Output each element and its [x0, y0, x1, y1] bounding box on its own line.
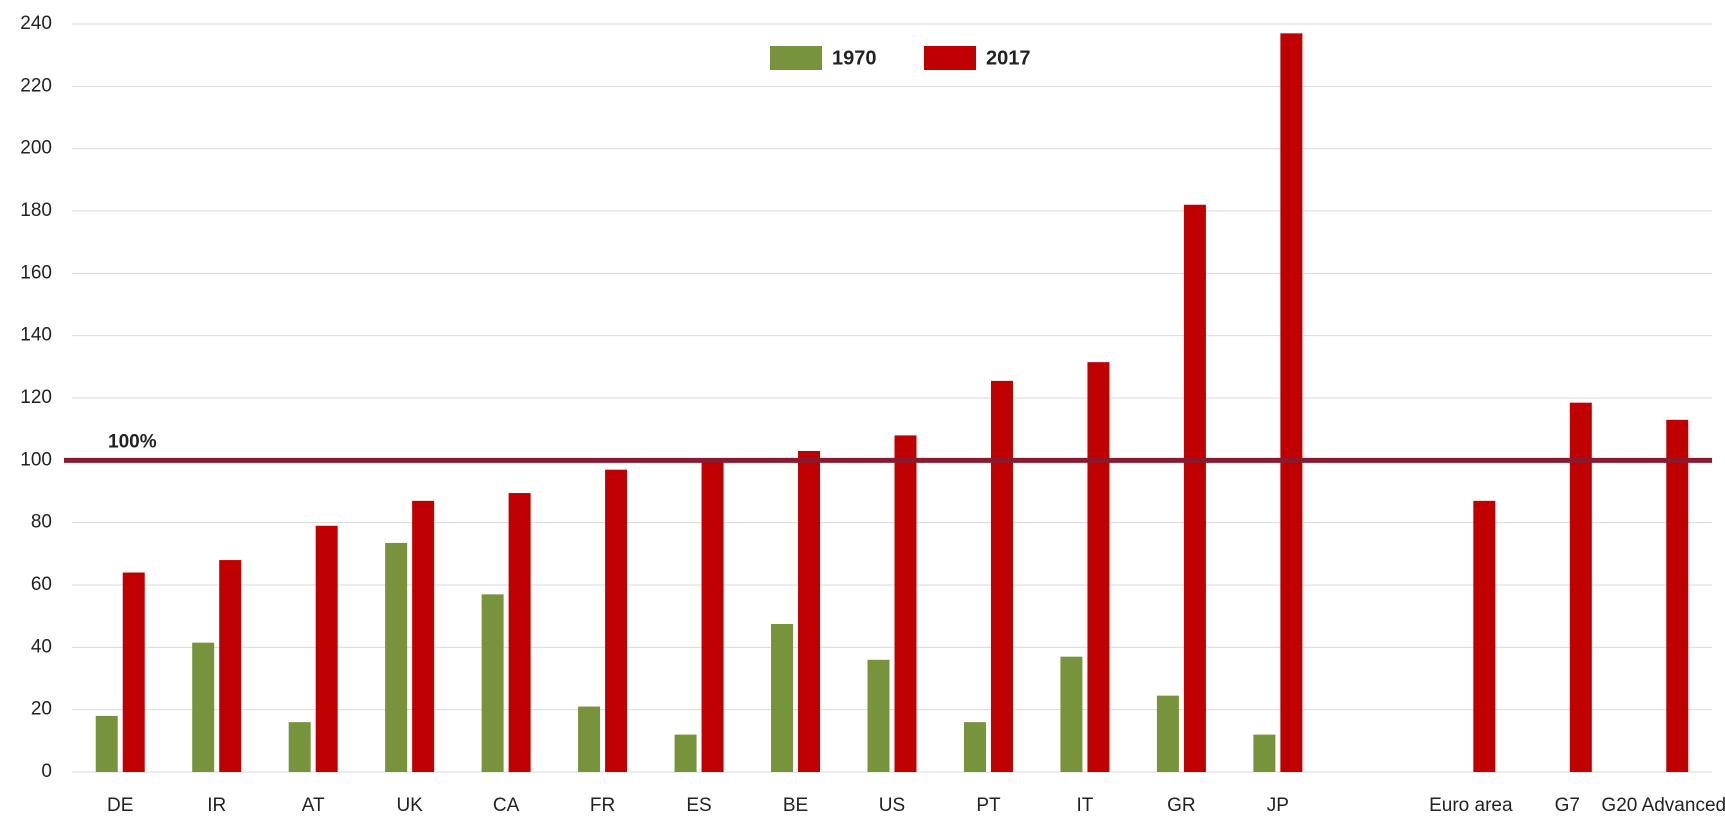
bar [1253, 734, 1276, 772]
y-tick-label: 140 [20, 325, 52, 346]
bar [288, 722, 311, 772]
bar [1060, 656, 1083, 772]
bar [701, 460, 724, 772]
bar [1087, 362, 1110, 772]
x-tick-label: FR [590, 795, 615, 816]
reference-label: 100% [108, 431, 157, 452]
x-tick-label: BE [783, 795, 808, 816]
bar [481, 594, 504, 772]
bar [1156, 695, 1179, 772]
x-tick-label: DE [107, 795, 133, 816]
legend-label: 2017 [986, 47, 1031, 69]
y-tick-label: 100 [20, 449, 52, 470]
legend-label: 1970 [832, 47, 877, 69]
bar [1569, 402, 1592, 772]
x-tick-label: US [879, 795, 905, 816]
bar [315, 525, 338, 772]
bar [1280, 33, 1303, 773]
y-tick-label: 120 [20, 387, 52, 408]
y-tick-label: 80 [31, 512, 52, 533]
bar [605, 469, 628, 772]
bar [963, 722, 986, 772]
x-tick-label: PT [976, 795, 1001, 816]
y-tick-label: 160 [20, 262, 52, 283]
bar [771, 623, 794, 772]
x-tick-label: IR [207, 795, 226, 816]
x-tick-label: GR [1167, 795, 1196, 816]
x-tick-label: AT [302, 795, 325, 816]
bar [508, 493, 531, 772]
y-tick-label: 0 [41, 761, 52, 782]
y-tick-label: 40 [31, 636, 52, 657]
x-tick-label: Euro area [1429, 795, 1513, 816]
bar [894, 435, 917, 772]
bar [1666, 419, 1689, 772]
y-tick-label: 200 [20, 138, 52, 159]
bar [798, 450, 821, 772]
legend-swatch [924, 46, 976, 70]
x-tick-label: IT [1076, 795, 1093, 816]
bar [674, 734, 697, 772]
bar [1183, 204, 1206, 772]
bar [95, 715, 118, 772]
y-tick-label: 20 [31, 699, 52, 720]
y-tick-label: 60 [31, 574, 52, 595]
bar [1473, 500, 1496, 772]
bar [990, 380, 1013, 772]
bar [192, 642, 215, 772]
x-tick-label: G20 Advanced [1601, 795, 1725, 816]
bar [412, 500, 435, 772]
x-tick-label: G7 [1555, 795, 1580, 816]
y-tick-label: 180 [20, 200, 52, 221]
bar [578, 706, 601, 772]
y-tick-label: 220 [20, 75, 52, 96]
legend-swatch [770, 46, 822, 70]
y-tick-label: 240 [20, 13, 52, 34]
bar [219, 560, 242, 772]
bar [867, 659, 890, 772]
x-tick-label: CA [493, 795, 520, 816]
x-tick-label: UK [396, 795, 423, 816]
x-tick-label: JP [1267, 795, 1289, 816]
bar [122, 572, 145, 772]
x-tick-label: ES [686, 795, 711, 816]
bar [385, 542, 408, 772]
